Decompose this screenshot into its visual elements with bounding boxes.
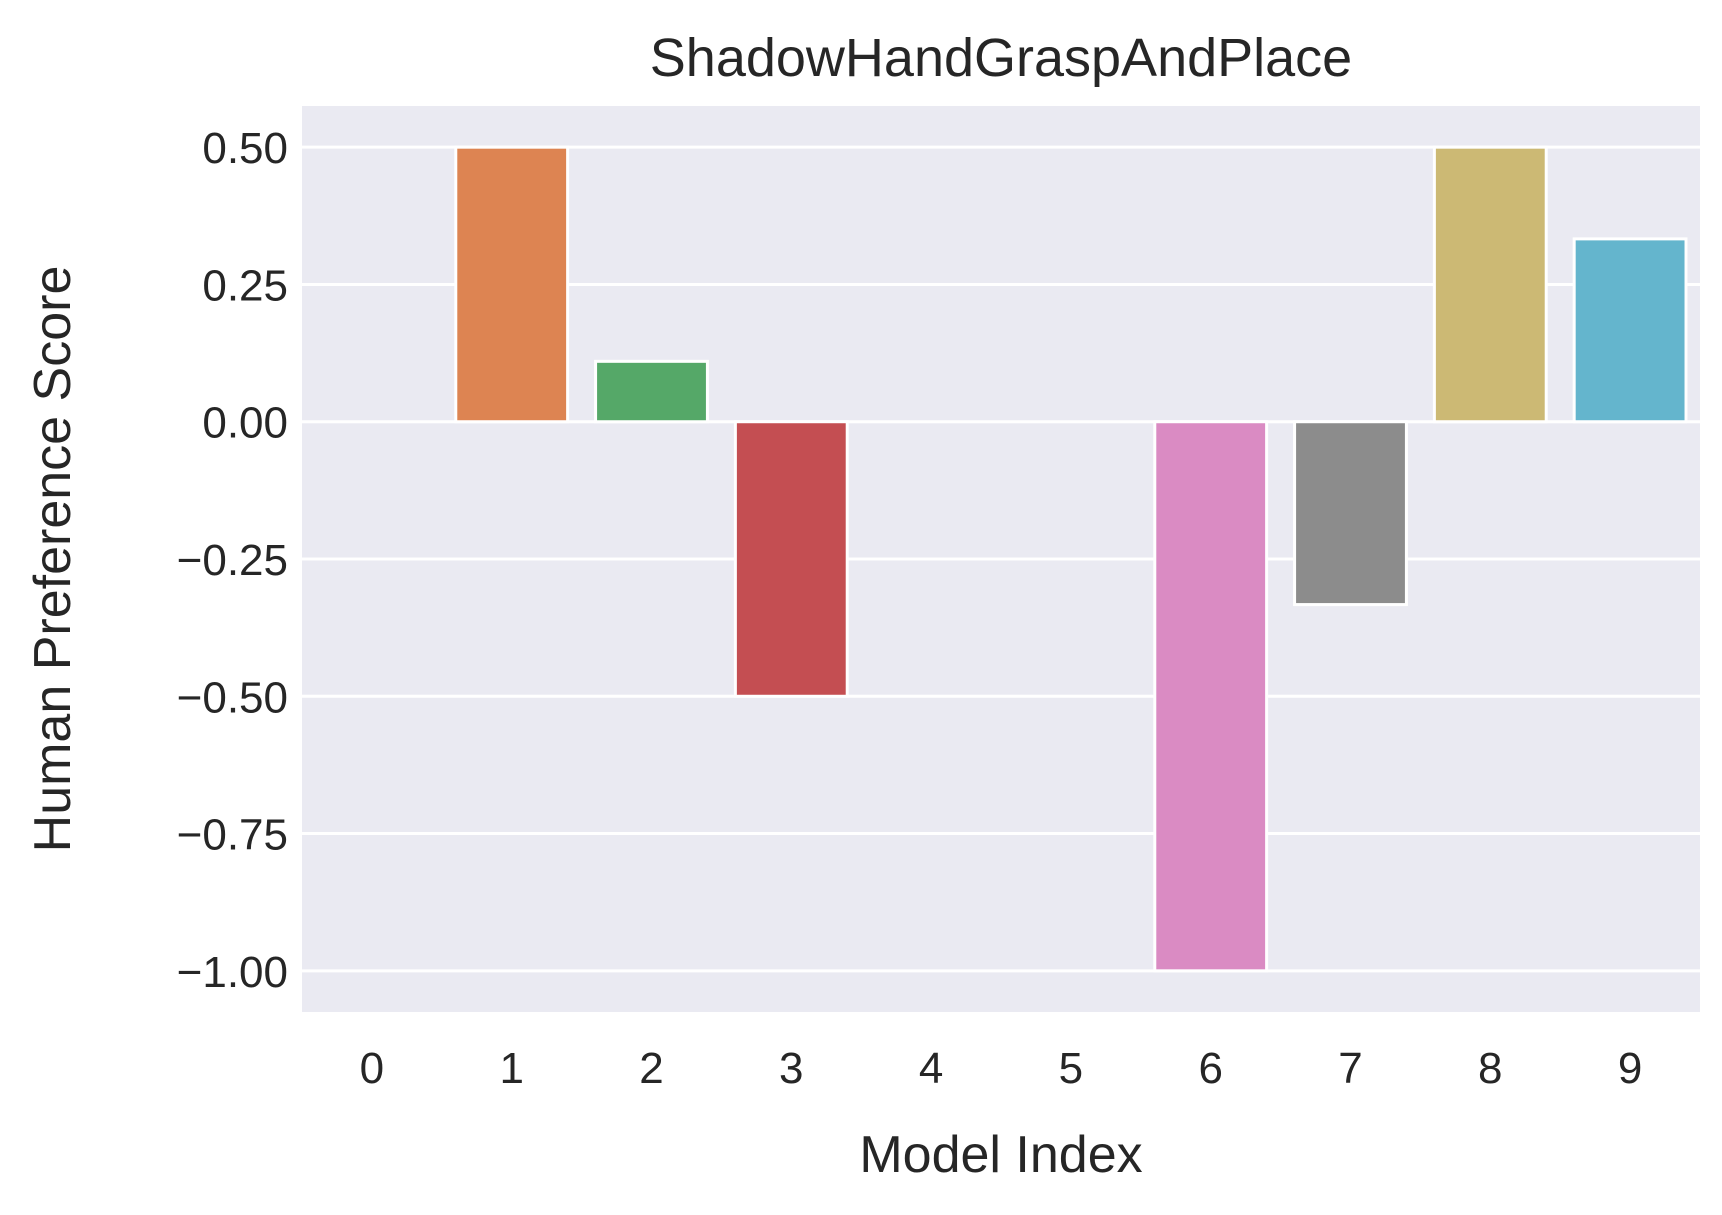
bar-model-7	[1293, 420, 1408, 607]
x-tick-label: 9	[1618, 1044, 1642, 1093]
y-axis-label: Human Preference Score	[24, 266, 82, 853]
x-tick-label: 5	[1059, 1044, 1083, 1093]
y-tick-labels: 0.50 0.25 0.00 −0.25 −0.50 −0.75 −1.00	[177, 124, 288, 997]
bar-model-9	[1572, 237, 1688, 424]
x-tick-label: 6	[1198, 1044, 1222, 1093]
y-tick-label: 0.00	[202, 399, 288, 448]
x-tick-label: 0	[360, 1044, 384, 1093]
bar-model-6	[1153, 420, 1269, 973]
x-tick-label: 7	[1338, 1044, 1362, 1093]
bar-model-8	[1432, 145, 1548, 424]
x-tick-labels: 0 1 2 3 4 5 6 7 8 9	[360, 1044, 1643, 1093]
y-tick-label: −0.50	[177, 673, 288, 722]
y-tick-label: 0.25	[202, 261, 288, 310]
y-tick-label: −1.00	[177, 948, 288, 997]
y-tick-label: −0.25	[177, 536, 288, 585]
x-tick-label: 3	[779, 1044, 803, 1093]
bar-model-1	[454, 145, 570, 424]
bar-model-3	[733, 420, 849, 698]
x-tick-label: 4	[919, 1044, 943, 1093]
y-tick-label: −0.75	[177, 811, 288, 860]
x-tick-label: 8	[1478, 1044, 1502, 1093]
bars	[454, 145, 1688, 973]
x-tick-label: 2	[639, 1044, 663, 1093]
chart-title: ShadowHandGraspAndPlace	[650, 28, 1352, 88]
y-tick-label: 0.50	[202, 124, 288, 173]
bar-model-2	[594, 359, 709, 424]
x-axis-label: Model Index	[859, 1126, 1142, 1184]
x-tick-label: 1	[499, 1044, 523, 1093]
